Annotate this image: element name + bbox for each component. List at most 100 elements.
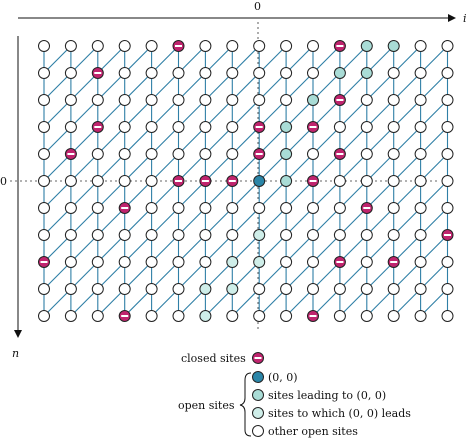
leading-site <box>360 67 373 79</box>
open-site <box>253 67 266 79</box>
open-site <box>441 121 454 133</box>
diagonal-edge <box>151 126 179 155</box>
origin-site <box>253 175 266 187</box>
diagonal-edge <box>393 45 421 74</box>
diagonal-edge <box>258 234 287 263</box>
diagonal-edge <box>339 153 368 182</box>
diagonal-edge <box>43 180 72 209</box>
diagonal-edge <box>366 234 395 263</box>
open-site <box>414 67 427 79</box>
diagonal-edge <box>339 261 368 290</box>
legend-item-leading: sites leading to (0, 0) <box>252 389 386 402</box>
diagonal-edge <box>393 234 421 263</box>
leading-site <box>280 148 293 160</box>
open-site <box>64 256 77 268</box>
open-site <box>307 283 319 295</box>
diagonal-edge <box>285 207 314 236</box>
diagonal-edge <box>124 45 152 74</box>
diagonal-edge <box>339 45 368 74</box>
diagonal-edge <box>178 99 206 128</box>
diagonal-edge <box>70 153 99 182</box>
diagonal-edge <box>97 126 126 155</box>
open-site <box>441 202 454 214</box>
open-site <box>118 148 131 160</box>
leading-site <box>387 40 400 52</box>
open-site <box>172 94 185 106</box>
diagonal-edge <box>97 72 126 101</box>
diagonal-edge <box>151 99 179 128</box>
open-site <box>64 67 77 79</box>
diagonal-edge <box>43 207 72 236</box>
open-site <box>172 121 185 133</box>
diagonal-edge <box>151 234 179 263</box>
diagonal-edge <box>178 180 206 209</box>
legend: closed sites open sites (0, 0) sites lead… <box>178 352 411 438</box>
open-site <box>441 310 454 322</box>
diagonal-edge <box>312 126 341 155</box>
open-site <box>38 121 50 133</box>
open-site <box>307 256 319 268</box>
open-site <box>38 310 50 322</box>
open-site <box>441 256 454 268</box>
open-site <box>64 175 77 187</box>
diagonal-edge <box>231 99 260 128</box>
diagonal-edge <box>205 288 233 317</box>
closed-site <box>118 310 131 322</box>
open-site <box>172 148 185 160</box>
open-site <box>145 310 158 322</box>
legend-marker <box>252 425 264 437</box>
diagonal-edge <box>420 180 448 209</box>
diagonal-edge <box>124 126 152 155</box>
open-site <box>333 283 346 295</box>
open-site <box>145 121 158 133</box>
diagonal-edge <box>43 234 72 263</box>
diagonal-edge <box>366 288 395 317</box>
open-site <box>387 148 400 160</box>
open-site <box>280 229 293 241</box>
diagonal-edge <box>70 45 99 74</box>
diagonal-edge <box>420 99 448 128</box>
open-site <box>253 94 266 106</box>
diagonal-edge <box>231 288 260 317</box>
diagonal-edge <box>366 72 395 101</box>
diagonal-edge <box>70 288 99 317</box>
open-site <box>145 175 158 187</box>
legend-marker <box>252 389 264 401</box>
open-site <box>307 229 319 241</box>
open-site <box>333 310 346 322</box>
diagonal-edge <box>97 45 126 74</box>
legend-item-label: other open sites <box>268 425 358 438</box>
closed-site <box>172 40 185 52</box>
diagonal-edge <box>366 99 395 128</box>
diagonal-edge <box>151 153 179 182</box>
open-site <box>118 229 131 241</box>
diagonal-edge <box>231 72 260 101</box>
diagonal-edge <box>178 72 206 101</box>
leads-to-site <box>226 256 239 268</box>
open-site <box>199 121 212 133</box>
open-site <box>253 202 266 214</box>
open-site <box>360 94 373 106</box>
open-site <box>387 67 400 79</box>
open-site <box>280 67 293 79</box>
open-site <box>199 148 212 160</box>
legend-open-label: open sites <box>178 399 235 412</box>
open-site <box>280 283 293 295</box>
diagonal-edge <box>312 261 341 290</box>
open-site <box>38 94 50 106</box>
open-site <box>360 283 373 295</box>
diagonal-edge <box>339 72 368 101</box>
open-site <box>226 40 239 52</box>
open-site <box>91 229 104 241</box>
open-site <box>414 310 427 322</box>
diagonal-edge <box>312 234 341 263</box>
closed-site <box>387 256 400 268</box>
diagonal-edge <box>124 207 152 236</box>
diagonal-edge <box>124 288 152 317</box>
diagonal-edge <box>285 261 314 290</box>
diagonal-edge <box>366 207 395 236</box>
diagonal-edge <box>339 126 368 155</box>
open-site <box>226 121 239 133</box>
open-site <box>280 202 293 214</box>
diagonal-edge <box>258 261 287 290</box>
